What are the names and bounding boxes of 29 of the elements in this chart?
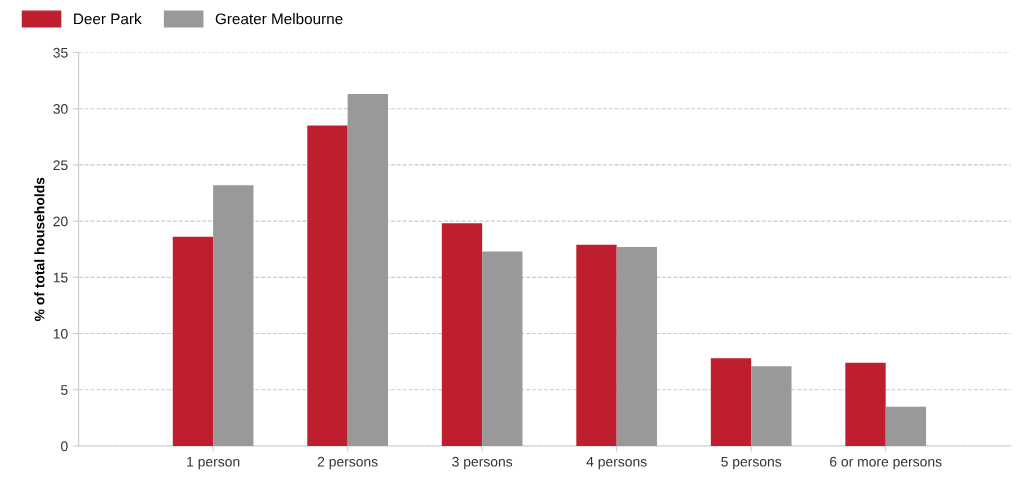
y-tick-label: 20 bbox=[53, 216, 68, 227]
bar bbox=[172, 236, 214, 446]
x-tick-label: 3 persons bbox=[452, 456, 513, 470]
bar bbox=[307, 125, 348, 446]
y-tick-label: 10 bbox=[53, 328, 68, 339]
bar bbox=[710, 358, 752, 446]
x-tick-label: 4 persons bbox=[586, 456, 647, 470]
bar bbox=[482, 251, 523, 446]
y-tick-label: 5 bbox=[61, 385, 68, 395]
bar bbox=[441, 223, 483, 446]
bar bbox=[347, 94, 388, 446]
legend-label: Greater Melbourne bbox=[215, 13, 343, 25]
y-tick-label: 25 bbox=[53, 160, 68, 171]
bar bbox=[616, 246, 658, 446]
bar bbox=[885, 406, 927, 446]
x-tick-label: 5 persons bbox=[721, 456, 782, 470]
x-tick-label: 6 or more persons bbox=[830, 456, 942, 470]
y-axis-title: % of total households bbox=[34, 177, 45, 322]
y-tick-label: 35 bbox=[53, 47, 68, 58]
x-tick-label: 2 persons bbox=[317, 456, 378, 470]
y-tick-label: 30 bbox=[53, 104, 68, 114]
bar bbox=[751, 366, 792, 446]
bar bbox=[213, 185, 254, 446]
y-tick-label: 15 bbox=[53, 272, 68, 283]
y-tick-label: 0 bbox=[61, 441, 68, 452]
bar bbox=[576, 244, 617, 446]
x-tick-label: 1 person bbox=[187, 456, 240, 470]
legend-label: Deer Park bbox=[74, 13, 142, 25]
bar bbox=[845, 362, 886, 446]
